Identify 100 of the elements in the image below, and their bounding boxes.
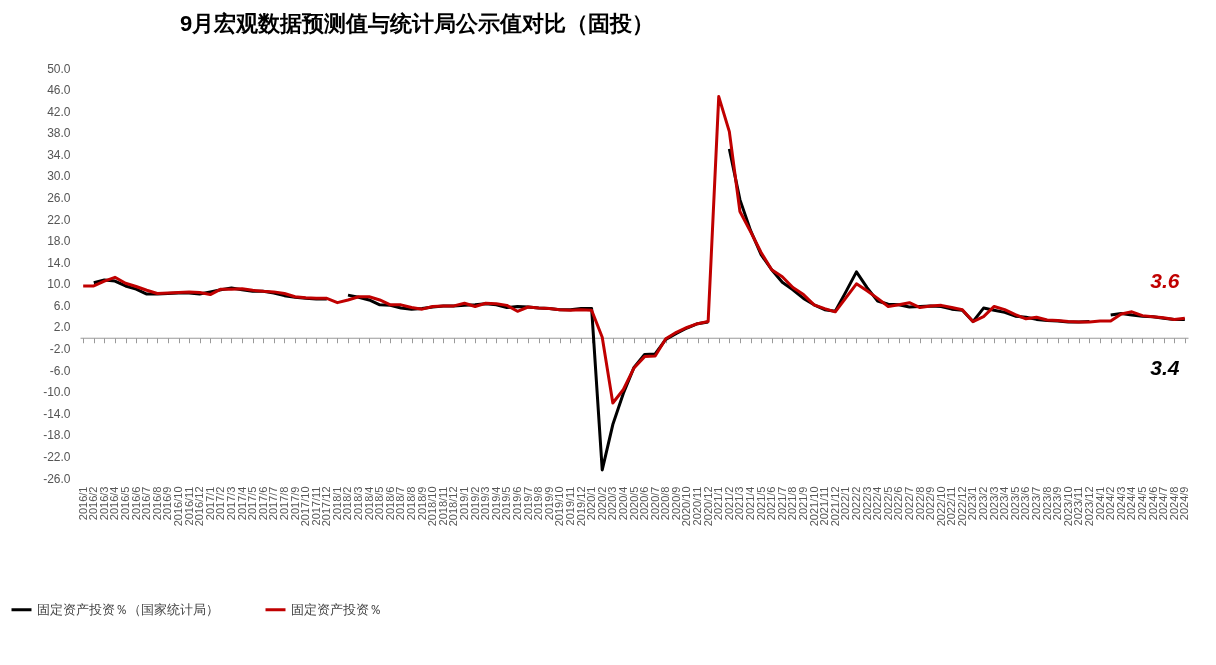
x-tick-label: 2024/9 (1178, 486, 1191, 521)
y-tick-label: 2.0 (53, 320, 71, 335)
x-tick-label: 2022/8 (913, 486, 926, 521)
x-tick-label: 2017/10 (299, 486, 312, 527)
x-tick-label: 2020/7 (648, 486, 661, 521)
x-tick-label: 2017/12 (320, 486, 333, 527)
x-tick-label: 2019/10 (553, 486, 566, 527)
x-tick-label: 2023/12 (1082, 486, 1095, 527)
x-tick-label: 2024/6 (1146, 486, 1159, 521)
y-tick-label: -22.0 (43, 449, 71, 464)
x-tick-label: 2021/8 (786, 486, 799, 521)
x-tick-label: 2024/4 (1125, 486, 1138, 521)
x-tick-label: 2021/1 (712, 486, 725, 521)
x-tick-label: 2019/5 (500, 486, 513, 521)
x-tick-label: 2023/6 (1019, 486, 1032, 521)
x-tick-label: 2018/2 (341, 486, 354, 521)
x-tick-label: 2019/1 (458, 486, 471, 521)
x-tick-label: 2016/7 (140, 486, 153, 521)
x-tick-label: 2021/3 (733, 486, 746, 521)
x-tick-label: 2016/9 (161, 486, 174, 521)
x-tick-label: 2020/11 (691, 486, 704, 526)
x-tick-label: 2017/5 (246, 486, 259, 521)
y-tick-label: 14.0 (47, 255, 71, 270)
x-tick-label: 2018/3 (352, 486, 365, 521)
x-tick-label: 2016/5 (119, 486, 132, 521)
x-tick-label: 2020/8 (659, 486, 672, 521)
y-tick-label: 26.0 (47, 190, 71, 205)
x-tick-label: 2019/6 (510, 486, 523, 521)
x-tick-label: 2022/5 (881, 486, 894, 521)
x-tick-label: 2018/10 (426, 486, 439, 527)
x-tick-label: 2024/2 (1104, 486, 1117, 521)
line-series (81, 95, 1187, 405)
x-tick-label: 2020/4 (616, 486, 629, 521)
x-tick-label: 2020/2 (595, 486, 608, 521)
x-tick-label: 2018/4 (362, 486, 375, 521)
x-tick-label: 2023/7 (1030, 486, 1043, 521)
y-tick-label: 34.0 (47, 147, 71, 162)
x-tick-label: 2023/5 (1008, 486, 1021, 521)
x-tick-label: 2021/11 (818, 486, 831, 526)
x-tick-label: 2020/5 (627, 486, 640, 521)
y-tick-label: -6.0 (49, 363, 71, 378)
x-tick-label: 2019/2 (468, 486, 481, 521)
x-tick-label: 2018/8 (405, 486, 418, 521)
y-tick-label: 46.0 (47, 83, 71, 98)
x-tick-label: 2024/5 (1135, 486, 1148, 521)
x-tick-label: 2021/10 (807, 486, 820, 527)
x-tick-label: 2024/8 (1167, 486, 1180, 521)
x-tick-label: 2016/4 (108, 486, 121, 521)
x-tick-label: 2022/10 (934, 486, 947, 527)
x-tick-label: 2021/7 (775, 486, 788, 521)
y-tick-label: 30.0 (47, 169, 71, 184)
x-tick-label: 2024/1 (1093, 486, 1106, 521)
legend-label: 固定资产投资％（国家统计局） (37, 601, 219, 617)
y-tick-label: -2.0 (49, 342, 71, 357)
y-tick-label: -26.0 (43, 471, 71, 486)
y-tick-label: 38.0 (47, 126, 71, 141)
x-tick-label: 2020/1 (585, 486, 598, 521)
x-tick-label: 2017/4 (235, 486, 248, 521)
x-tick-label: 2018/7 (394, 486, 407, 521)
y-tick-label: 18.0 (47, 234, 71, 249)
x-tick-label: 2019/3 (479, 486, 492, 521)
x-tick-label: 2022/12 (955, 486, 968, 527)
x-tick-label: 2021/5 (754, 486, 767, 521)
x-tick-label: 2018/11 (436, 486, 449, 526)
x-tick-label: 2017/6 (256, 486, 269, 521)
x-tick-label: 2016/10 (172, 486, 185, 527)
y-tick-label: -18.0 (43, 428, 71, 443)
x-tick-label: 2019/12 (574, 486, 587, 527)
y-tick-label: -10.0 (43, 385, 71, 400)
chart-title: 9月宏观数据预测值与统计局公示值对比（固投） (180, 11, 655, 36)
x-tick-label: 2016/3 (97, 486, 110, 521)
x-tick-label: 2020/3 (606, 486, 619, 521)
x-tick-label: 2017/9 (288, 486, 301, 521)
x-tick-label: 2021/4 (744, 486, 757, 521)
annotation: 3.4 (1150, 356, 1180, 380)
y-tick-label: -14.0 (43, 406, 71, 421)
x-tick-label: 2017/7 (267, 486, 280, 521)
y-tick-label: 42.0 (47, 104, 71, 119)
x-tick-label: 2018/9 (415, 486, 428, 521)
x-tick-label: 2022/6 (892, 486, 905, 521)
x-tick-label: 2022/11 (945, 486, 958, 526)
y-tick-label: 6.0 (53, 298, 71, 313)
x-tick-label: 2016/8 (150, 486, 163, 521)
x-tick-label: 2022/1 (839, 486, 852, 521)
y-tick-label: 22.0 (47, 212, 71, 227)
x-tick-label: 2020/12 (701, 486, 714, 527)
x-tick-label: 2016/6 (129, 486, 142, 521)
x-tick-label: 2023/8 (1040, 486, 1053, 521)
x-tick-label: 2019/11 (563, 486, 576, 526)
x-tick-label: 2024/3 (1114, 486, 1127, 521)
legend-label: 固定资产投资％ (291, 601, 382, 617)
x-tick-label: 2019/8 (532, 486, 545, 521)
x-tick-label: 2016/1 (76, 486, 89, 521)
x-tick-label: 2016/12 (193, 486, 206, 527)
x-tick-label: 2023/2 (977, 486, 990, 521)
x-tick-label: 2019/9 (542, 486, 555, 521)
x-tick-label: 2018/1 (330, 486, 343, 521)
x-tick-label: 2023/9 (1051, 486, 1064, 521)
x-tick-label: 2019/4 (489, 486, 502, 521)
x-tick-label: 2017/2 (214, 486, 227, 521)
